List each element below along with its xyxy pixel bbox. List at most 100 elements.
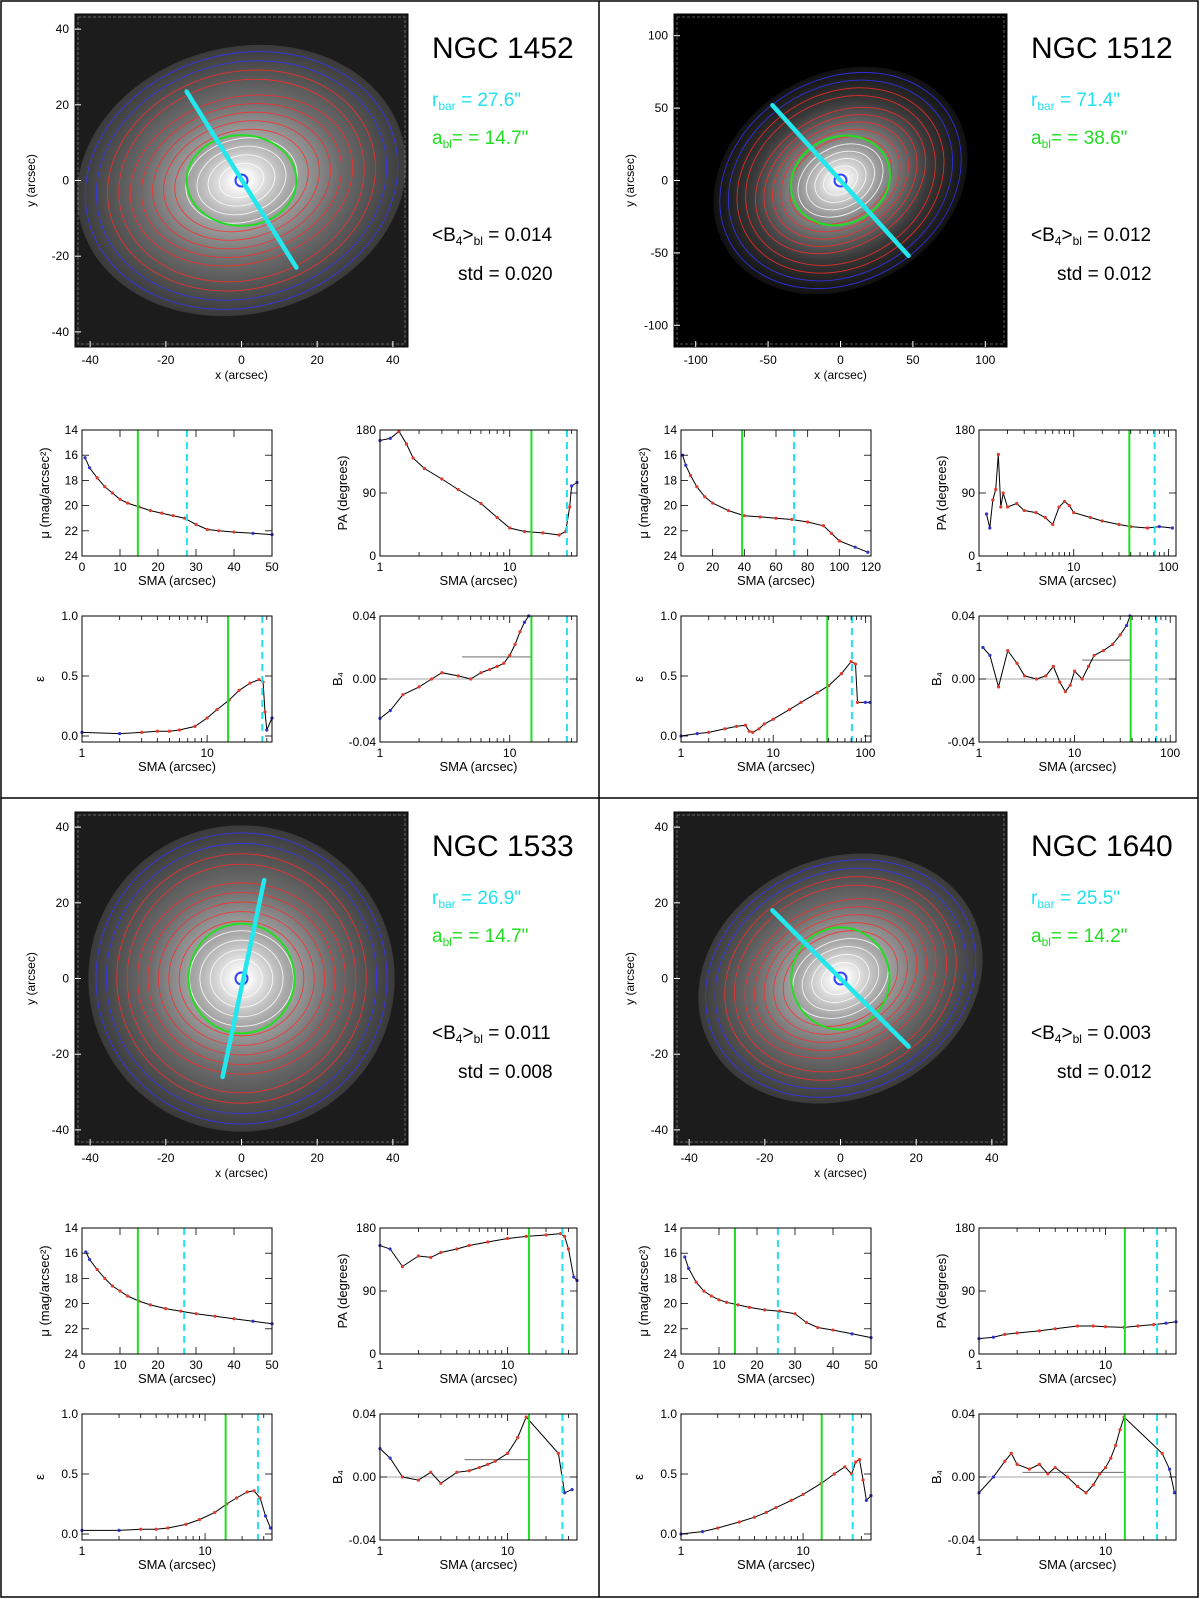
profile-point <box>1100 519 1104 523</box>
profile-point <box>999 505 1003 509</box>
profile-point <box>1072 510 1076 515</box>
isophote-contour <box>185 137 298 224</box>
profile-point <box>1167 1467 1172 1471</box>
a-bl-subscript: bl <box>1042 935 1051 949</box>
isophote-contour <box>789 136 892 225</box>
profile-point <box>1053 1465 1057 1470</box>
profile-point <box>160 511 164 515</box>
y-tick-label: 0 <box>62 174 69 188</box>
x-tick-label: 50 <box>864 1358 878 1372</box>
b4-bl-subscript: bl <box>474 1032 483 1046</box>
central-contour <box>234 173 249 188</box>
std-annotation: std = 0.020 <box>458 264 553 285</box>
profile-point <box>541 531 545 535</box>
profile-point <box>763 1308 767 1312</box>
profile-point <box>1091 1324 1095 1328</box>
y-axis-label: y (arcsec) <box>24 952 38 1005</box>
y-axis-label: PA (degrees) <box>934 456 949 531</box>
profile-point <box>183 516 187 520</box>
profile-point <box>821 524 826 528</box>
x-axis-label: SMA (arcsec) <box>737 759 815 774</box>
y-axis-label: ε <box>32 1474 47 1480</box>
x-tick-label: 40 <box>386 353 400 367</box>
y-axis-label: B₄ <box>929 1470 944 1484</box>
y-tick-label: 14 <box>664 1221 678 1235</box>
x-tick-label: 1 <box>377 560 384 574</box>
y-tick-label: 24 <box>65 1347 79 1361</box>
profile-point <box>1005 505 1010 509</box>
y-tick-label: 180 <box>356 1221 376 1235</box>
y-tick-label: 180 <box>955 1221 975 1235</box>
profile-point <box>1037 1462 1041 1466</box>
y-tick-label: 22 <box>664 524 678 538</box>
y-tick-label: 0 <box>661 972 668 986</box>
x-axis-label: SMA (arcsec) <box>138 1371 216 1386</box>
y-tick-label: -0.04 <box>948 735 976 749</box>
galaxy-name: NGC 1452 <box>432 32 574 65</box>
x-tick-label: 40 <box>985 1151 999 1165</box>
x-tick-label: 10 <box>503 560 517 574</box>
profile-point <box>213 1510 217 1514</box>
profile-point <box>118 1289 122 1293</box>
profile-plot-mu: 0 10 20 30 40 50 14 16 18 20 22 24 SMA (arcsec) μ (ma… <box>37 423 279 588</box>
profile-point <box>197 1518 202 1522</box>
profile-point <box>1063 690 1067 694</box>
isophote-contour <box>733 884 948 1073</box>
x-tick-label: 30 <box>189 1358 203 1372</box>
profile-point <box>711 501 715 505</box>
y-tick-label: -20 <box>52 1047 70 1061</box>
profile-point <box>855 700 860 705</box>
profile-point <box>1084 1491 1088 1495</box>
isophote-contour <box>797 143 884 218</box>
profile-point <box>1152 1323 1156 1327</box>
profile-point <box>493 1459 497 1463</box>
isophote-contour <box>820 962 861 995</box>
profile-point <box>725 1300 729 1304</box>
profile-point <box>95 476 99 480</box>
y-tick-label: 0.04 <box>353 609 377 623</box>
x-tick-label: 1 <box>79 746 86 760</box>
profile-point <box>743 723 748 727</box>
y-tick-label: -40 <box>651 1123 669 1137</box>
y-tick-label: -50 <box>651 246 669 260</box>
x-tick-label: 10 <box>1067 560 1081 574</box>
r-bar-annotation: rbar = 26.9" <box>432 888 521 911</box>
profile-curve <box>680 1458 872 1535</box>
profile-point <box>1015 1331 1019 1335</box>
profile-point <box>417 685 421 689</box>
profile-point <box>486 1240 490 1244</box>
profile-point <box>524 1415 528 1419</box>
profile-point <box>1023 674 1027 678</box>
r-bar-subscript: bar <box>1037 99 1054 113</box>
x-tick-label: 1 <box>377 1358 384 1372</box>
b4-mean-annotation: <B4>bl = 0.012 <box>1031 225 1151 248</box>
x-tick-label: 60 <box>769 560 783 574</box>
profile-point <box>248 681 252 685</box>
profile-point <box>723 727 727 731</box>
profile-point <box>1111 642 1115 646</box>
plot-frame <box>680 429 872 557</box>
profile-point <box>416 1478 421 1482</box>
profile-point <box>397 429 401 433</box>
profile-point <box>1157 525 1161 529</box>
x-tick-label: -20 <box>157 1151 175 1165</box>
profile-point <box>148 509 152 513</box>
profile-curve <box>84 457 273 536</box>
profile-curve <box>986 454 1173 529</box>
x-axis-label: x (arcsec) <box>814 368 867 382</box>
r-bar-value: = 26.9" <box>456 888 521 909</box>
plot-frame <box>978 429 1177 557</box>
profile-point <box>263 710 267 714</box>
profile-point <box>411 456 415 460</box>
profile-point <box>1022 508 1026 513</box>
x-tick-label: 0 <box>79 560 86 574</box>
profile-point <box>455 1247 459 1251</box>
profile-point <box>557 533 561 537</box>
profile-point <box>508 653 512 657</box>
plot-frame <box>81 1413 273 1541</box>
profile-point <box>1015 501 1019 506</box>
y-tick-label: 0 <box>369 1347 376 1361</box>
x-tick-label: 100 <box>855 746 875 760</box>
bar-line <box>220 877 267 1080</box>
profile-point <box>422 466 427 471</box>
